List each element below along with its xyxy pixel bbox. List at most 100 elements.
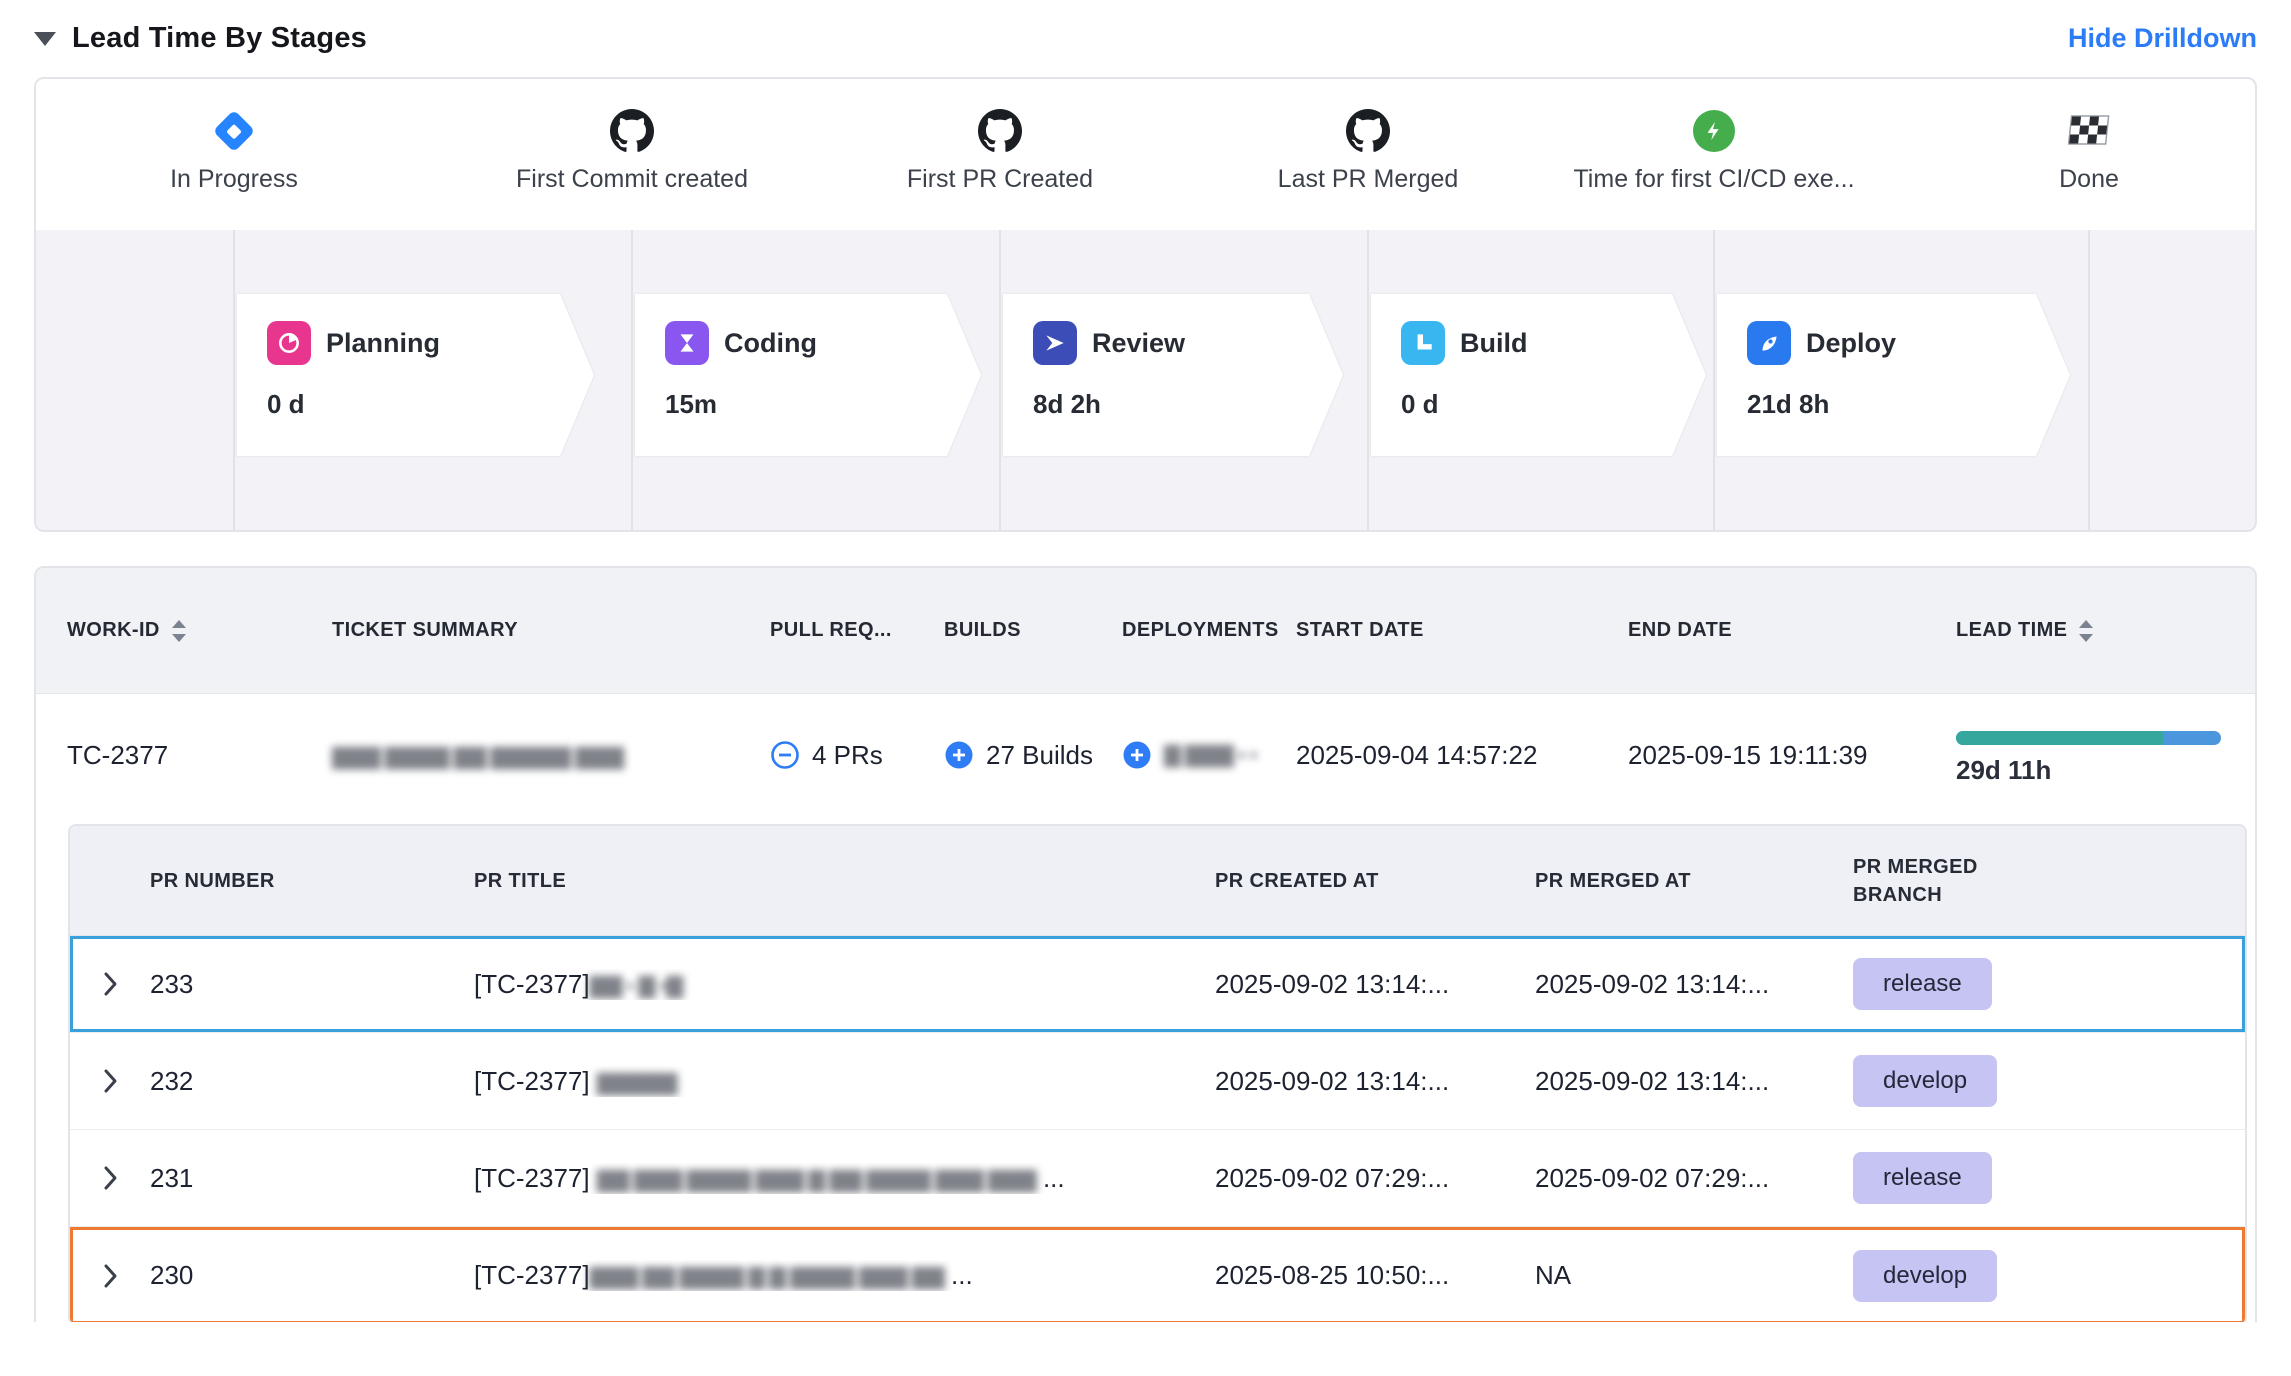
- pr-title-redacted: ▇▇▇▇▇: [596, 1069, 678, 1095]
- branch-badge: release: [1853, 958, 1992, 1010]
- pr-title-redacted: ▇▇ ▪ ▇ ▪▇: [589, 972, 684, 998]
- collapse-section-icon[interactable]: [34, 31, 56, 46]
- planning-icon: [267, 321, 311, 365]
- col-pull-requests: PULL REQ...: [770, 619, 892, 641]
- jira-in-progress-icon: [69, 105, 399, 157]
- pull-requests-toggle[interactable]: 4 PRs: [770, 740, 944, 771]
- stage-duration: 15m: [665, 389, 718, 419]
- builds-count: 27 Builds: [986, 739, 1093, 770]
- work-table-row: TC-2377 ▇▇▇ ▇▇▇▇ ▇▇ ▇▇▇▇▇ ▇▇▇ 4 PRs 27 B…: [36, 694, 2255, 816]
- pr-row-233[interactable]: 233 [TC-2377]▇▇ ▪ ▇ ▪▇ 2025-09-02 13:14:…: [70, 936, 2245, 1033]
- page-title: Lead Time By Stages: [72, 22, 367, 54]
- col-pr-title: PR TITLE: [474, 869, 567, 892]
- expand-pr-row-icon[interactable]: [70, 1263, 150, 1289]
- stage-divider: [631, 230, 633, 530]
- milestone-first-commit: First Commit created: [467, 105, 797, 194]
- pr-row-231[interactable]: 231 [TC-2377] ▇▇ ▇▇▇ ▇▇▇▇ ▇▇▇ ▇ ▇▇ ▇▇▇▇ …: [70, 1130, 2245, 1227]
- stage-name: Coding: [724, 327, 817, 358]
- pr-title-prefix: [TC-2377]: [474, 1260, 590, 1290]
- lead-time-value: 29d 11h: [1956, 754, 2052, 785]
- pr-number: 230: [150, 1260, 194, 1290]
- col-builds: BUILDS: [944, 619, 1021, 641]
- stage-duration: 21d 8h: [1747, 389, 1830, 419]
- milestone-in-progress: In Progress: [69, 105, 399, 194]
- col-work-id: WORK-ID: [67, 619, 160, 641]
- ticket-summary-redacted: ▇▇▇ ▇▇▇▇ ▇▇ ▇▇▇▇▇ ▇▇▇: [332, 743, 624, 769]
- pr-number: 232: [150, 1065, 194, 1096]
- pr-created-at: 2025-09-02 07:29:...: [1215, 1162, 1450, 1193]
- pr-row-230[interactable]: 230 [TC-2377]▇▇▇ ▇▇ ▇▇▇▇ ▇ ▇ ▇▇▇▇ ▇▇▇ ▇▇…: [70, 1227, 2245, 1322]
- github-icon: [467, 105, 797, 157]
- lead-time-stages-card: In Progress First Commit created First P…: [34, 77, 2257, 532]
- milestone-label: Done: [2059, 165, 2119, 193]
- coding-icon: [665, 321, 709, 365]
- cicd-icon: [1549, 105, 1879, 157]
- milestone-label: Time for first CI/CD exe...: [1573, 165, 1855, 193]
- pr-created-at: 2025-08-25 10:50:...: [1215, 1260, 1450, 1290]
- pr-title-prefix: [TC-2377]: [474, 968, 590, 999]
- stage-build: Build 0 d: [1371, 294, 1706, 456]
- stage-duration: 0 d: [1401, 389, 1439, 419]
- pr-title-redacted: ▇▇ ▇▇▇ ▇▇▇▇ ▇▇▇ ▇ ▇▇ ▇▇▇▇ ▇▇▇ ▇▇▇: [596, 1166, 1037, 1192]
- stage-name: Planning: [326, 327, 440, 358]
- col-start-date: START DATE: [1296, 619, 1424, 641]
- stage-coding: Coding 15m: [635, 294, 981, 456]
- review-icon: [1033, 321, 1077, 365]
- col-pr-merged-branch: PR MERGED BRANCH: [1853, 855, 1978, 906]
- pr-number: 231: [150, 1162, 194, 1193]
- pr-merged-at: 2025-09-02 07:29:...: [1535, 1162, 1770, 1193]
- col-end-date: END DATE: [1628, 619, 1732, 641]
- milestone-cicd: Time for first CI/CD exe...: [1549, 105, 1879, 194]
- deployments-toggle[interactable]: ▇ ▇▇▇ ▪ ▪: [1122, 740, 1296, 770]
- col-ticket-summary: TICKET SUMMARY: [332, 619, 518, 641]
- milestone-first-pr: First PR Created: [835, 105, 1165, 194]
- pr-title-redacted: ▇▇▇ ▇▇ ▇▇▇▇ ▇ ▇ ▇▇▇▇ ▇▇▇ ▇▇: [589, 1264, 945, 1289]
- pr-row-232[interactable]: 232 [TC-2377] ▇▇▇▇▇ 2025-09-02 13:14:...…: [70, 1033, 2245, 1130]
- stage-duration: 8d 2h: [1033, 389, 1101, 419]
- pr-created-at: 2025-09-02 13:14:...: [1215, 968, 1450, 999]
- start-date-value: 2025-09-04 14:57:22: [1296, 739, 1538, 770]
- pr-number: 233: [150, 968, 194, 999]
- expand-builds-icon: [945, 741, 973, 769]
- col-pr-number: PR NUMBER: [150, 869, 275, 892]
- pr-merged-at: NA: [1535, 1260, 1572, 1290]
- branch-badge: develop: [1853, 1055, 1998, 1107]
- milestone-last-pr-merged: Last PR Merged: [1203, 105, 1533, 194]
- hide-drilldown-link[interactable]: Hide Drilldown: [2068, 23, 2257, 53]
- stage-divider: [999, 230, 1001, 530]
- milestone-label: First PR Created: [906, 165, 1094, 193]
- milestone-done: Done: [1924, 105, 2254, 194]
- deploy-rocket-icon: [1747, 321, 1791, 365]
- deployments-count-redacted: ▇ ▇▇▇ ▪ ▪: [1164, 742, 1258, 767]
- branch-badge: develop: [1853, 1249, 1998, 1302]
- collapse-prs-icon: [771, 741, 799, 769]
- section-header: Lead Time By Stages Hide Drilldown: [0, 0, 2291, 77]
- stage-name: Review: [1092, 327, 1186, 358]
- stage-divider: [233, 230, 235, 530]
- pr-created-at: 2025-09-02 13:14:...: [1215, 1065, 1450, 1096]
- expand-deployments-icon: [1123, 741, 1151, 769]
- col-pr-merged-at: PR MERGED AT: [1535, 869, 1691, 892]
- github-icon: [835, 105, 1165, 157]
- pull-requests-count: 4 PRs: [812, 739, 883, 770]
- sort-lead-time-icon[interactable]: [2077, 618, 2095, 644]
- github-icon: [1203, 105, 1533, 157]
- work-table-header: WORK-ID TICKET SUMMARY PULL REQ... BUILD…: [36, 568, 2255, 694]
- lead-time-bar: [1956, 730, 2221, 745]
- builds-toggle[interactable]: 27 Builds: [944, 740, 1122, 771]
- pr-title-prefix: [TC-2377]: [474, 1065, 590, 1096]
- branch-badge: release: [1853, 1152, 1992, 1204]
- stage-divider: [1713, 230, 1715, 530]
- milestone-label: Last PR Merged: [1277, 165, 1459, 193]
- stage-chevron-area: Planning 0 d Coding 15m: [36, 230, 2255, 530]
- stage-duration: 0 d: [267, 389, 305, 419]
- col-deployments: DEPLOYMENTS: [1122, 619, 1279, 641]
- expand-pr-row-icon[interactable]: [70, 971, 150, 997]
- pr-merged-at: 2025-09-02 13:14:...: [1535, 968, 1770, 999]
- sort-work-id-icon[interactable]: [170, 618, 188, 644]
- expand-pr-row-icon[interactable]: [70, 1165, 150, 1191]
- expand-pr-row-icon[interactable]: [70, 1068, 150, 1094]
- stage-review: Review 8d 2h: [1003, 294, 1343, 456]
- build-icon: [1401, 321, 1445, 365]
- stage-planning: Planning 0 d: [237, 294, 594, 456]
